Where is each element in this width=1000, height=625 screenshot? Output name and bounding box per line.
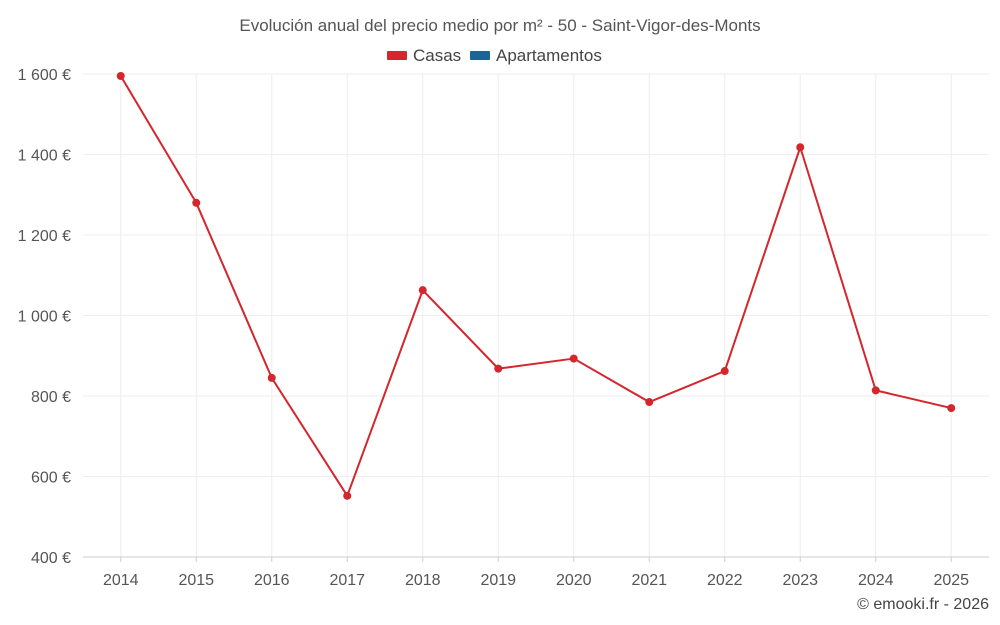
data-point-casas[interactable] (267, 373, 276, 382)
x-tick-label: 2017 (329, 572, 365, 589)
legend-swatch-apartamentos[interactable] (470, 51, 490, 60)
chart-title: Evolución anual del precio medio por m² … (239, 16, 760, 35)
data-point-casas[interactable] (796, 143, 805, 152)
data-point-casas[interactable] (192, 198, 201, 207)
series-line-casas (119, 75, 952, 497)
x-tick-label: 2025 (933, 572, 969, 589)
x-tick-label: 2021 (631, 572, 667, 589)
x-tick-label: 2015 (178, 572, 214, 589)
x-tick-label: 2018 (405, 572, 441, 589)
grid-layer (83, 73, 989, 557)
data-point-casas[interactable] (418, 286, 427, 295)
data-point-casas[interactable] (871, 386, 880, 395)
y-tick-label: 1 600 € (18, 67, 71, 84)
legend-label-casas[interactable]: Casas (413, 46, 461, 65)
data-point-casas[interactable] (494, 364, 503, 373)
axis-layer: 400 € 600 € 800 € 1 000 € 1 200 € 1 400 € 1 60… (18, 67, 989, 589)
x-tick-label: 2019 (480, 572, 516, 589)
data-point-casas[interactable] (720, 367, 729, 376)
x-tick-label: 2020 (556, 572, 592, 589)
series-layer (116, 72, 956, 500)
data-point-casas[interactable] (116, 72, 125, 81)
x-tick-label: 2014 (103, 572, 139, 589)
legend-swatch-casas[interactable] (387, 51, 407, 60)
legend: Casas Apartamentos (387, 46, 602, 65)
y-tick-label: 400 € (31, 550, 71, 567)
x-tick-label: 2024 (858, 572, 894, 589)
x-tick-label: 2016 (254, 572, 290, 589)
y-tick-label: 1 200 € (18, 228, 71, 245)
data-point-casas[interactable] (343, 491, 352, 500)
data-point-casas[interactable] (645, 398, 654, 407)
data-point-casas[interactable] (569, 354, 578, 363)
y-tick-label: 1 400 € (18, 148, 71, 165)
x-tick-label: 2022 (707, 572, 743, 589)
x-tick-label: 2023 (782, 572, 818, 589)
legend-label-apartamentos[interactable]: Apartamentos (496, 46, 602, 65)
data-point-casas[interactable] (947, 404, 956, 413)
y-tick-label: 1 000 € (18, 309, 71, 326)
y-tick-label: 600 € (31, 470, 71, 487)
y-tick-label: 800 € (31, 389, 71, 406)
credit-text: © emooki.fr - 2026 (857, 596, 989, 613)
